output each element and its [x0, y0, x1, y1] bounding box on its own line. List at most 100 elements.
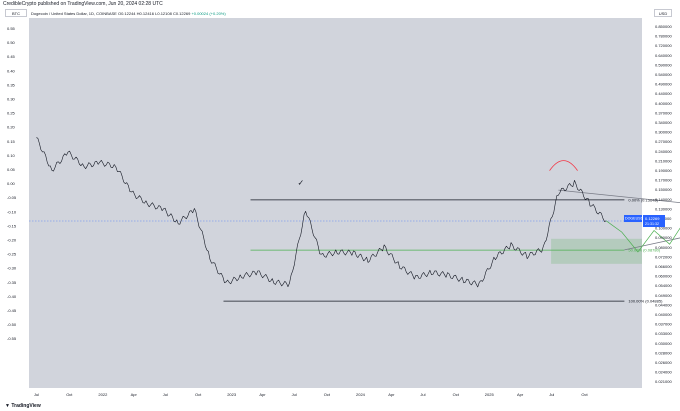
left-tick-label: -0.05	[7, 195, 17, 200]
current-price-value: 0.12269	[645, 216, 660, 221]
currency-box[interactable]: USD	[654, 9, 672, 17]
left-tick-label: 0.25	[7, 111, 16, 116]
left-tick-label: -0.20	[7, 238, 17, 243]
time-axis-background	[0, 388, 680, 401]
right-tick-label: 0.640000	[655, 53, 672, 58]
right-tick-label: 0.021000	[655, 379, 672, 384]
right-tick-label: 0.040000	[655, 312, 672, 317]
right-tick-label: 0.066000	[655, 264, 672, 269]
right-tick-label: 0.400000	[655, 101, 672, 106]
left-tick-label: 0.30	[7, 97, 16, 102]
left-tick-label: 0.50	[7, 40, 16, 45]
left-tick-label: 0.10	[7, 153, 16, 158]
tradingview-logo: ▼	[5, 403, 12, 409]
left-tick-label: 0.00	[7, 181, 16, 186]
x-tick-label: Jul	[163, 392, 168, 397]
x-tick-label: Jul	[420, 392, 425, 397]
right-tick-label: 0.780000	[655, 34, 672, 39]
legend-title: Dogecoin / United States Dollar, 1D, COI…	[31, 11, 117, 16]
projection-series-line	[605, 220, 680, 253]
checkmark-annotation: ✓	[297, 178, 304, 187]
right-tick-label: 0.270000	[655, 139, 672, 144]
left-tick-label: -0.40	[7, 294, 17, 299]
x-tick-label: 2024	[356, 392, 366, 397]
right-tick-label: 0.044000	[655, 302, 672, 307]
right-tick-label: 0.030000	[655, 341, 672, 346]
footer: ▼ TradingView	[0, 401, 680, 411]
x-tick-label: Apr	[131, 392, 138, 397]
x-tick-label: 2022	[98, 392, 108, 397]
legend-low: L0.12108	[155, 11, 172, 16]
top-arc-annotation	[549, 160, 578, 171]
right-tick-label: 0.080000	[655, 245, 672, 250]
left-tick-label: -0.25	[7, 252, 17, 257]
left-tick-label: 0.45	[7, 54, 16, 59]
right-tick-label: 0.340000	[655, 120, 672, 125]
right-tick-label: 0.072000	[655, 254, 672, 259]
right-tick-label: 0.130000	[655, 206, 672, 211]
x-tick-label: Jul	[292, 392, 297, 397]
current-price-tag	[643, 215, 665, 228]
left-tick-label: -0.30	[7, 266, 17, 271]
left-tick-label: -0.10	[7, 209, 17, 214]
right-tick-label: 0.540000	[655, 72, 672, 77]
x-tick-label: Oct	[453, 392, 460, 397]
x-tick-label: Oct	[195, 392, 202, 397]
symbol-legend: Dogecoin / United States Dollar, 1D, COI…	[31, 11, 226, 17]
right-tick-label: 0.033000	[655, 331, 672, 336]
right-tick-label: 0.049000	[655, 293, 672, 298]
x-tick-label: Apr	[388, 392, 395, 397]
left-tick-label: 0.55	[7, 26, 16, 31]
right-tick-label: 0.028000	[655, 350, 672, 355]
right-tick-label: 0.440000	[655, 91, 672, 96]
x-tick-label: Oct	[66, 392, 73, 397]
legend-high: H0.12416	[136, 11, 155, 16]
right-tick-label: 0.100000	[655, 226, 672, 231]
fib-label: 100.00% (0.04885)	[628, 299, 663, 304]
left-tick-label: -0.50	[7, 322, 17, 327]
left-tick-label: 0.20	[7, 125, 16, 130]
legend-close: C0.12269	[172, 11, 191, 16]
x-tick-label: Apr	[259, 392, 266, 397]
right-tick-label: 0.170000	[655, 178, 672, 183]
left-tick-label: -0.45	[7, 308, 17, 313]
right-tick-label: 0.590000	[655, 62, 672, 67]
right-tick-label: 0.090000	[655, 235, 672, 240]
right-tick-label: 0.037000	[655, 322, 672, 327]
x-tick-label: 2023	[227, 392, 237, 397]
right-tick-label: 0.300000	[655, 130, 672, 135]
publish-header: CredibleCrypto published on TradingView.…	[3, 1, 163, 7]
symbol-price-tag	[624, 215, 642, 223]
legend-change: +0.00024 (+0.20%)	[191, 11, 226, 16]
triangle-lower-line	[624, 237, 680, 251]
right-tick-label: 0.720000	[655, 43, 672, 48]
symbol-box[interactable]: BTC	[5, 9, 27, 17]
tradingview-brand: TradingView	[11, 403, 41, 409]
x-tick-label: Jul	[34, 392, 39, 397]
triangle-upper-line	[558, 189, 680, 204]
x-tick-label: Oct	[324, 392, 331, 397]
legend-open: O0.12244	[117, 11, 136, 16]
right-tick-label: 0.054000	[655, 283, 672, 288]
right-tick-label: 0.490000	[655, 82, 672, 87]
right-tick-label: 0.060000	[655, 274, 672, 279]
right-axis-background	[642, 18, 680, 401]
right-tick-label: 0.240000	[655, 149, 672, 154]
symbol-price-tag-text: DOGEUSD	[625, 217, 644, 221]
x-tick-label: 2025	[485, 392, 495, 397]
right-tick-label: 0.026000	[655, 360, 672, 365]
right-tick-label: 0.210000	[655, 158, 672, 163]
right-tick-label: 0.190000	[655, 168, 672, 173]
price-series-line	[36, 137, 607, 288]
right-tick-label: 0.370000	[655, 110, 672, 115]
plot-background	[29, 18, 642, 388]
right-tick-label: 0.150000	[655, 187, 672, 192]
left-tick-label: -0.15	[7, 223, 17, 228]
right-tick-label: 0.850000	[655, 24, 672, 29]
left-tick-label: 0.40	[7, 68, 16, 73]
left-tick-label: 0.05	[7, 167, 16, 172]
demand-zone	[551, 238, 642, 264]
left-axis-background	[0, 18, 29, 401]
